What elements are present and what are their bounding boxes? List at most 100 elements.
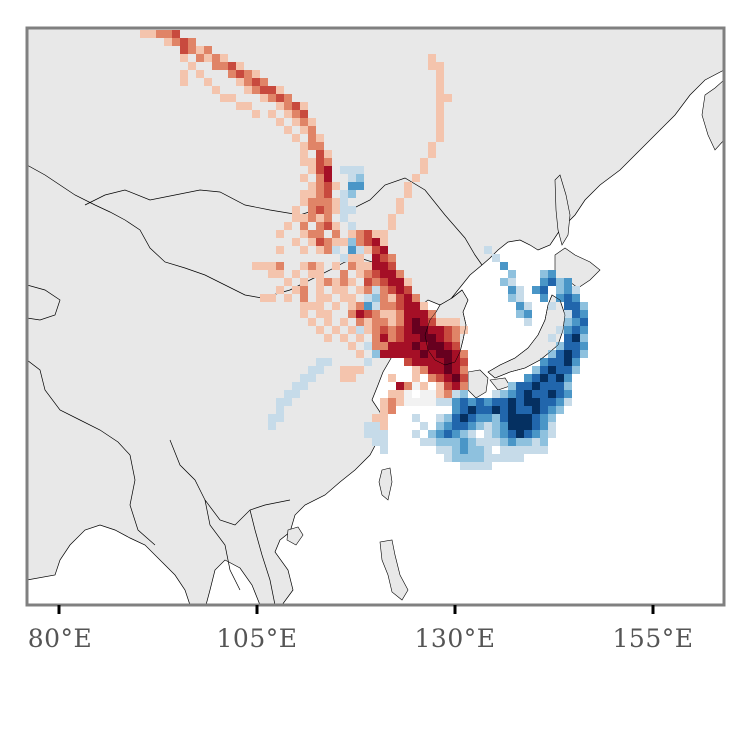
grid-cell [324, 334, 332, 342]
grid-cell [348, 254, 356, 262]
grid-cell [284, 294, 292, 302]
grid-cell [380, 238, 388, 246]
grid-cell [492, 422, 500, 430]
grid-cell [420, 398, 428, 406]
grid-cell [380, 230, 388, 238]
grid-cell [340, 238, 348, 246]
grid-cell [516, 454, 524, 462]
grid-cell [252, 110, 260, 118]
grid-cell [572, 318, 580, 326]
grid-cell [548, 406, 556, 414]
grid-cell [500, 438, 508, 446]
tick-label-130e: 130°E [414, 624, 496, 653]
grid-cell [348, 278, 356, 286]
grid-cell [396, 278, 404, 286]
grid-cell [316, 214, 324, 222]
grid-cell [364, 286, 372, 294]
grid-cell [300, 246, 308, 254]
grid-cell [540, 294, 548, 302]
grid-cell [316, 310, 324, 318]
grid-cell [404, 398, 412, 406]
grid-cell [348, 366, 356, 374]
grid-cell [308, 118, 316, 126]
grid-cell [316, 206, 324, 214]
grid-cell [444, 350, 452, 358]
grid-cell [492, 438, 500, 446]
grid-cell [412, 310, 420, 318]
grid-cell [332, 198, 340, 206]
grid-cell [444, 438, 452, 446]
grid-cell [548, 430, 556, 438]
grid-cell [276, 286, 284, 294]
grid-cell [500, 390, 508, 398]
grid-cell [380, 286, 388, 294]
grid-cell [204, 54, 212, 62]
grid-cell [324, 198, 332, 206]
grid-cell [380, 326, 388, 334]
grid-cell [300, 126, 308, 134]
grid-cell [388, 222, 396, 230]
grid-cell [292, 214, 300, 222]
grid-cell [548, 278, 556, 286]
grid-cell [460, 398, 468, 406]
grid-cell [452, 430, 460, 438]
grid-cell [444, 342, 452, 350]
grid-cell [484, 462, 492, 470]
grid-cell [396, 350, 404, 358]
grid-cell [196, 46, 204, 54]
grid-cell [268, 110, 276, 118]
grid-cell [372, 230, 380, 238]
grid-cell [508, 382, 516, 390]
grid-cell [308, 214, 316, 222]
sakhalin-island [554, 174, 571, 246]
grid-cell [380, 270, 388, 278]
grid-cell [428, 350, 436, 358]
grid-cell [540, 430, 548, 438]
grid-cell [396, 382, 404, 390]
grid-cell [316, 142, 324, 150]
grid-cell [452, 390, 460, 398]
grid-cell [508, 278, 516, 286]
grid-cell [348, 294, 356, 302]
grid-cell [340, 366, 348, 374]
grid-cell [316, 158, 324, 166]
grid-cell [556, 294, 564, 302]
grid-cell [324, 158, 332, 166]
grid-cell [380, 262, 388, 270]
grid-cell [564, 358, 572, 366]
grid-cell [228, 62, 236, 70]
grid-cell [444, 414, 452, 422]
grid-cell [316, 278, 324, 286]
grid-cell [380, 318, 388, 326]
grid-cell [340, 318, 348, 326]
grid-cell [452, 446, 460, 454]
grid-cell [220, 54, 228, 62]
grid-cell [356, 174, 364, 182]
grid-cell [460, 430, 468, 438]
grid-cell [316, 358, 324, 366]
grid-cell [356, 334, 364, 342]
grid-cell [396, 390, 404, 398]
grid-cell [324, 190, 332, 198]
grid-cell [428, 374, 436, 382]
grid-cell [572, 350, 580, 358]
grid-cell [252, 262, 260, 270]
grid-cell [212, 62, 220, 70]
grid-cell [292, 110, 300, 118]
grid-cell [460, 414, 468, 422]
grid-cell [396, 206, 404, 214]
grid-cell [396, 302, 404, 310]
grid-cell [468, 462, 476, 470]
grid-cell [500, 262, 508, 270]
grid-cell [428, 62, 436, 70]
grid-cell [436, 62, 444, 70]
grid-cell [556, 390, 564, 398]
grid-cell [324, 182, 332, 190]
grid-cell [492, 454, 500, 462]
grid-cell [404, 350, 412, 358]
grid-cell [452, 414, 460, 422]
grid-cell [252, 86, 260, 94]
grid-cell [364, 342, 372, 350]
grid-cell [452, 358, 460, 366]
